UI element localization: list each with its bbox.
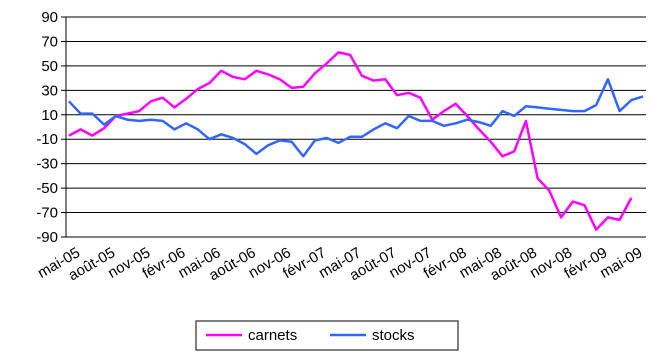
y-tick-label: 90 — [41, 9, 58, 26]
y-tick-label: -50 — [36, 180, 58, 197]
y-tick-label: 50 — [41, 58, 58, 75]
y-tick-label: -70 — [36, 205, 58, 222]
legend-label-stocks: stocks — [372, 327, 415, 344]
y-tick-label: -90 — [36, 229, 58, 246]
y-tick-label: 10 — [41, 107, 58, 124]
legend-label-carnets: carnets — [248, 327, 297, 344]
legend: carnets stocks — [195, 320, 459, 351]
gridlines — [61, 16, 646, 238]
series-lines — [67, 51, 644, 231]
x-axis-tick-labels: mai-05août-05nov-05févr-06mai-06août-06n… — [35, 244, 646, 284]
series-line-carnets — [68, 51, 633, 231]
series-line-stocks — [67, 78, 644, 158]
y-tick-label: 30 — [41, 82, 58, 99]
y-axis-tick-labels: 90 70 50 30 10 -10 -30 -50 -70 -90 — [36, 9, 58, 246]
y-tick-label: -30 — [36, 156, 58, 173]
y-tick-label: -10 — [36, 131, 58, 148]
y-tick-label: 70 — [41, 33, 58, 50]
